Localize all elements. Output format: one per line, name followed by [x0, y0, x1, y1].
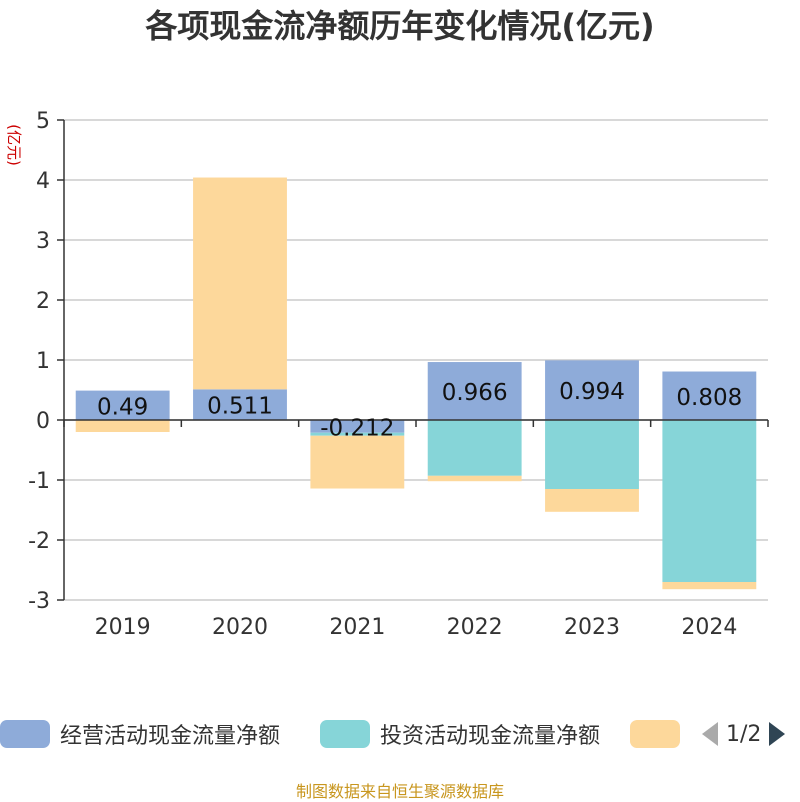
y-tick-label: 2 — [36, 289, 50, 314]
data-label-2019: 0.49 — [97, 394, 148, 420]
x-tick-label: 2024 — [681, 615, 737, 640]
bar-financing-2024 — [662, 582, 757, 590]
x-tick-label: 2022 — [447, 615, 503, 640]
legend-swatch-financing — [630, 720, 680, 748]
data-label-2024: 0.808 — [676, 385, 742, 411]
data-label-2020: 0.511 — [207, 394, 273, 420]
bar-chart: 5 4 3 2 1 0 -1 -2 -3 2019 2020 2021 2022 2023 2024 0.4… — [5, 109, 769, 640]
chart-title: 各项现金流净额历年变化情况(亿元) — [145, 7, 655, 45]
bar-operating-2020 — [193, 389, 287, 420]
data-label-2023: 0.994 — [559, 379, 625, 405]
x-tick-label: 2019 — [95, 615, 151, 640]
bar-operating-2019 — [75, 390, 170, 420]
data-label-2022: 0.966 — [442, 380, 508, 406]
legend: 经营活动现金流量净额 投资活动现金流量净额 — [0, 716, 800, 752]
axes: 5 4 3 2 1 0 -1 -2 -3 2019 2020 2021 2022 2023 2024 — [28, 109, 769, 640]
bar-investing-2023 — [545, 420, 639, 489]
legend-swatch-operating — [0, 720, 50, 748]
legend-label-operating: 经营活动现金流量净额 — [60, 724, 281, 749]
bar-financing-2020 — [193, 177, 287, 390]
bar-financing-2019 — [75, 420, 170, 432]
bar-operating-2022 — [427, 362, 522, 420]
y-tick-label: 1 — [36, 349, 50, 374]
y-tick-label: 5 — [36, 109, 50, 134]
y-tick-label: 3 — [36, 229, 50, 254]
pager-text: 1/2 — [726, 721, 762, 747]
x-tick-label: 2021 — [329, 615, 385, 640]
y-tick-label: -1 — [28, 469, 50, 494]
legend-item-operating[interactable]: 经营活动现金流量净额 — [0, 716, 280, 752]
x-tick-label: 2023 — [564, 615, 620, 640]
bar-financing-2021 — [310, 435, 405, 489]
legend-swatch-investing — [320, 720, 370, 748]
y-tick-label: -2 — [28, 529, 50, 554]
data-label-2021: -0.212 — [320, 415, 394, 441]
data-labels: 0.49 0.511 -0.212 0.966 0.994 0.808 — [97, 379, 742, 441]
bar-operating-2024 — [662, 371, 757, 420]
source-note: 制图数据来自恒生聚源数据库 — [295, 782, 504, 801]
x-tick-label: 2020 — [212, 615, 268, 640]
legend-item-financing[interactable] — [630, 716, 690, 752]
y-axis-unit-label: (亿元) — [5, 124, 23, 166]
prev-page-icon[interactable] — [700, 720, 720, 748]
legend-pager: 1/2 — [700, 716, 800, 752]
bar-operating-2021 — [310, 420, 405, 433]
y-tick-label: -3 — [28, 589, 50, 614]
bar-financing-2023 — [545, 489, 639, 512]
bar-operating-2023 — [545, 360, 639, 420]
y-tick-label: 4 — [36, 169, 50, 194]
next-page-icon[interactable] — [767, 720, 787, 748]
bar-investing-2024 — [662, 420, 757, 582]
bar-financing-2022 — [427, 475, 522, 482]
bar-investing-2022 — [427, 420, 522, 476]
legend-label-investing: 投资活动现金流量净额 — [380, 724, 601, 749]
y-tick-label: 0 — [36, 409, 50, 434]
legend-item-investing[interactable]: 投资活动现金流量净额 — [320, 716, 600, 752]
bar-investing-2021 — [310, 432, 405, 436]
bars — [75, 177, 757, 590]
